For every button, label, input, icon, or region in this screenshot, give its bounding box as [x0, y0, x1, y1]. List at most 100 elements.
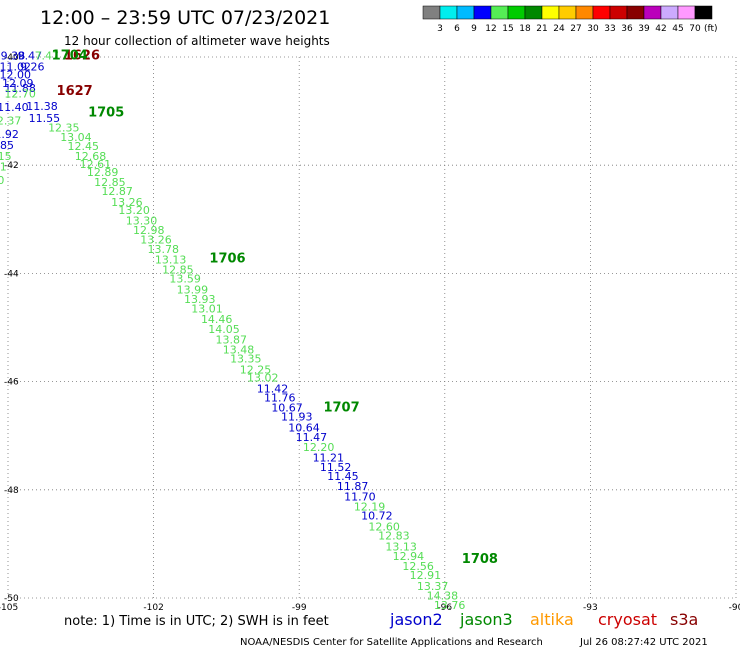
scale-swatch	[439, 5, 458, 20]
wave-height-value: 12.37	[0, 115, 21, 128]
scale-swatch	[575, 5, 594, 20]
wave-height-value: 13.78	[148, 243, 180, 256]
scale-swatch	[422, 5, 441, 20]
y-tick-label: -40	[4, 53, 19, 63]
wave-height-value: 13.35	[230, 353, 262, 366]
wave-height-value: 12.89	[87, 166, 119, 179]
wave-height-value: 11.47	[296, 431, 328, 444]
wave-height-value: 13.48	[223, 343, 255, 356]
wave-height-value: 11.52	[320, 461, 352, 474]
wave-height-value: 13.04	[60, 131, 92, 144]
wave-height-value: 13.13	[155, 254, 187, 267]
wave-height-value: 12.70	[4, 88, 36, 101]
footer-timestamp: Jul 26 08:27:42 UTC 2021	[579, 637, 708, 648]
scale-label: 15	[502, 24, 513, 34]
wave-height-value: 11.76	[264, 392, 296, 405]
x-tick-label: -93	[583, 603, 598, 613]
y-tick-label: -48	[4, 486, 19, 496]
wave-height-value: 12.61	[80, 158, 112, 171]
scale-swatch	[558, 5, 577, 20]
chart-subtitle: 12 hour collection of altimeter wave hei…	[64, 34, 330, 48]
wave-height-value: 13.76	[434, 599, 466, 612]
wave-height-value: 12.68	[75, 150, 107, 163]
wave-height-value: 12.19	[354, 500, 386, 513]
wave-height-value: 13.87	[216, 334, 248, 347]
y-tick-label: -44	[4, 269, 19, 279]
satellite-legend-item: s3a	[670, 610, 698, 629]
footer-credit: NOAA/NESDIS Center for Satellite Applica…	[240, 637, 543, 648]
scale-label: 3	[437, 24, 443, 34]
x-tick-label: -90	[729, 603, 740, 613]
wave-height-value: 10.72	[361, 510, 393, 523]
satellite-legend-item: jason2	[389, 610, 443, 629]
wave-height-value: 12.94	[393, 550, 425, 563]
wave-height-value: 13.30	[126, 215, 158, 228]
wave-height-value: 12.09	[2, 77, 34, 90]
wave-height-value: 11.92	[0, 128, 19, 141]
wave-height-value: 12.00	[0, 69, 31, 82]
scale-label: 18	[519, 24, 531, 34]
wave-height-value: 11.42	[257, 382, 289, 395]
wave-height-value: 9.26	[20, 61, 45, 74]
scale-label: 9	[471, 24, 477, 34]
satellite-legend-item: altika	[530, 610, 574, 629]
wave-height-value: 13.99	[177, 283, 209, 296]
wave-height-value: 11.93	[281, 411, 313, 424]
scale-label: 39	[638, 24, 650, 34]
y-tick-label: -46	[4, 378, 19, 388]
wave-height-value: 13.01	[191, 302, 223, 315]
wave-height-value: 12.35	[48, 122, 80, 135]
scale-label: 21	[536, 24, 547, 34]
y-tick-label: -50	[4, 594, 19, 604]
wave-height-value: 13.13	[385, 540, 417, 553]
time-marker-label: 1708	[462, 552, 498, 567]
wave-height-value: 13.20	[118, 204, 150, 217]
x-tick-label: -102	[143, 603, 163, 613]
wave-height-value: 10.85	[0, 139, 14, 152]
scale-swatch	[660, 5, 679, 20]
wave-height-value: 13.26	[111, 196, 143, 209]
scale-swatch	[507, 5, 526, 20]
chart-title: 12:00 – 23:59 UTC 07/23/2021	[40, 7, 330, 29]
time-marker-label: 1705	[88, 106, 124, 121]
wave-height-value: 11.70	[344, 491, 376, 504]
scale-swatch	[694, 5, 713, 20]
wave-height-value: 12.83	[378, 530, 410, 543]
wave-height-value: 11.02	[0, 61, 31, 74]
satellite-legend: jason2 jason3 altika cryosat s3a	[389, 610, 698, 629]
scale-swatch	[473, 5, 492, 20]
time-marker-label: 1627	[57, 84, 93, 99]
wave-height-value: 12.98	[133, 224, 165, 237]
wave-height-value: 12.20	[303, 441, 335, 454]
time-marker-label: 1707	[323, 400, 359, 415]
time-marker-label: 1626	[64, 49, 100, 64]
wave-height-value: 14.05	[208, 323, 240, 336]
wave-height-value: 14.46	[201, 313, 233, 326]
wave-height-value: 12.85	[162, 263, 194, 276]
wave-height-value: 12.87	[101, 185, 133, 198]
scale-label: 33	[604, 24, 615, 34]
wave-height-value: 13.59	[169, 273, 201, 286]
wave-height-value: 12.60	[368, 520, 400, 533]
scale-swatch	[592, 5, 611, 20]
wave-height-value: 13.02	[247, 372, 279, 385]
wave-height-value: 11.45	[327, 470, 359, 483]
scale-swatch	[643, 5, 662, 20]
y-tick-label: -42	[4, 161, 19, 171]
wave-height-color-scale: 3 6 9 12 15 18 21 24 27 30 33 36 39 42 45 70	[422, 5, 713, 34]
wave-height-value: 12.15	[0, 150, 12, 163]
scale-swatch	[626, 5, 645, 20]
wave-height-value: 13.26	[140, 234, 172, 247]
satellite-legend-item: jason3	[459, 610, 513, 629]
wave-height-value: 9.47	[18, 50, 43, 63]
satellite-legend-item: cryosat	[598, 610, 657, 629]
x-tick-label: -99	[292, 603, 307, 613]
scale-swatch	[677, 5, 696, 20]
scale-label: 30	[587, 24, 599, 34]
data-points: 9.389.477.47 11.029.2612.0012.0911.8812.7…	[0, 50, 465, 612]
footer-note: note: 1) Time is in UTC; 2) SWH is in fe…	[64, 614, 329, 629]
scale-label: 42	[655, 24, 666, 34]
wave-height-value: 13.37	[417, 580, 449, 593]
wave-height-value: 10.67	[271, 401, 303, 414]
